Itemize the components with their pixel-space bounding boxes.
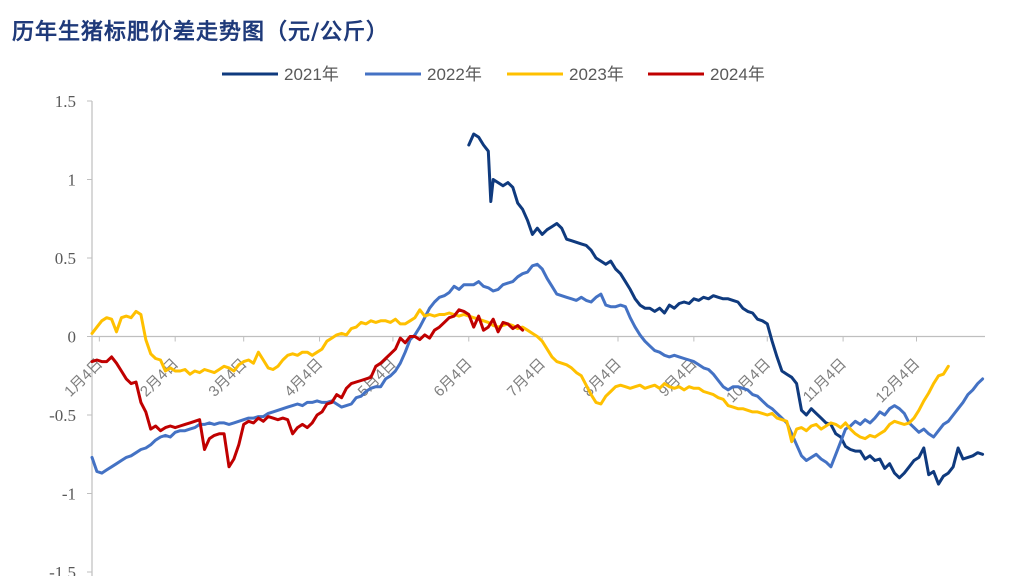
x-tick-label: 2月4日 xyxy=(137,355,182,400)
y-tick-label: -1.5 xyxy=(49,563,76,576)
y-tick-label: -0.5 xyxy=(49,406,76,425)
series-line-4 xyxy=(90,308,525,469)
y-tick-label: -1 xyxy=(62,485,76,504)
chart-legend: 2021年 2022年 2023年 2024年 xyxy=(222,65,765,84)
x-tick-label: 11月4日 xyxy=(800,355,850,405)
series-line-1 xyxy=(467,132,985,486)
legend-label: 2024年 xyxy=(710,65,765,84)
x-tick-label: 10月4日 xyxy=(723,355,774,406)
y-tick-label: 1 xyxy=(68,171,77,190)
chart-title: 历年生猪标肥价差走势图（元/公斤） xyxy=(12,19,390,45)
legend-label: 2022年 xyxy=(427,65,482,84)
y-tick-label: 0.5 xyxy=(55,249,76,268)
x-tick-label: 5月4日 xyxy=(355,355,400,400)
legend-label: 2023年 xyxy=(569,65,624,84)
chart-series-lines xyxy=(90,132,985,486)
x-tick-label: 6月4日 xyxy=(431,355,476,400)
x-tick-label: 12月4日 xyxy=(872,355,923,406)
y-tick-label: 0 xyxy=(68,328,77,347)
x-tick-label: 8月4日 xyxy=(580,355,625,400)
x-tick-label: 4月4日 xyxy=(281,355,326,400)
legend-label: 2021年 xyxy=(284,65,339,84)
x-tick-label: 7月4日 xyxy=(504,355,549,400)
series-line-2 xyxy=(90,262,985,475)
y-tick-label: 1.5 xyxy=(55,92,76,111)
